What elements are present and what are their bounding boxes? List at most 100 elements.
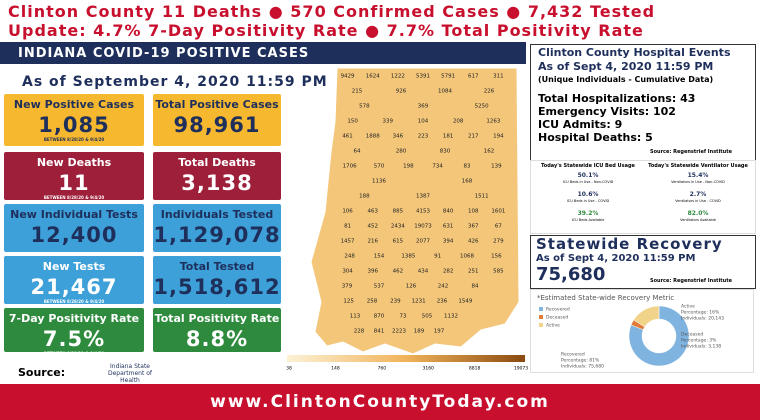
county-count: 840 (443, 209, 454, 215)
county-count: 304 (342, 269, 353, 275)
stat-label: Total Positive Cases (155, 98, 279, 111)
footer-bar (0, 384, 760, 420)
legend-swatch (539, 315, 543, 319)
county-count: 125 (343, 299, 354, 305)
county-count: 841 (374, 329, 385, 335)
county-count: 1263 (486, 119, 500, 125)
county-count: 236 (437, 299, 448, 305)
segment-individuals: Individuals: 75,680 (561, 364, 604, 370)
county-count: 379 (342, 284, 353, 290)
legend-label: 38 (286, 366, 292, 372)
dashboard-value: 10.6% (577, 191, 599, 198)
donut-segment (628, 305, 690, 367)
county-count: 258 (367, 299, 378, 305)
dashboard-label: Ventilators in Use - Non-COVID (671, 180, 725, 184)
stat-box: Individuals Tested 1,129,078 (153, 204, 281, 252)
county-count: 4153 (416, 209, 430, 215)
county-count: 226 (484, 89, 495, 95)
county-count: 181 (443, 134, 454, 140)
county-count: 434 (418, 269, 429, 275)
legend-label: Active (546, 323, 560, 329)
recovery-credit: Source: Regenstrief Institute (650, 278, 733, 284)
stat-label: 7-Day Positivity Rate (8, 312, 140, 325)
county-count: 1624 (366, 74, 380, 80)
county-count: 156 (491, 254, 502, 260)
dashboard-label: Ventilators Available (680, 218, 716, 222)
county-count: 396 (367, 269, 378, 275)
stat-value: 1,085 (38, 113, 110, 137)
hospital-credit: Source: Regenstrief Institute (650, 149, 733, 155)
county-count: 311 (493, 74, 504, 80)
county-count: 197 (434, 329, 445, 335)
stat-value: 21,467 (30, 275, 118, 299)
county-count: 208 (453, 119, 464, 125)
county-count: 1706 (343, 164, 357, 170)
hospital-subtitle: (Unique Individuals - Cumulative Data) (538, 75, 714, 84)
stat-box: New Deaths 11 BETWEEN 8/28/20 & 9/4/20 (4, 152, 144, 200)
legend-label: Recovered (546, 307, 570, 313)
segment-name: Recovered (561, 352, 585, 358)
county-count: 216 (367, 239, 378, 245)
county-count: 189 (414, 329, 425, 335)
recovery-metric: *Estimated State-wide Recovery Metric Re… (530, 289, 754, 373)
stat-note: BETWEEN 8/28/20 & 9/4/20 (43, 195, 105, 200)
county-count: 1068 (460, 254, 474, 260)
county-count: 5791 (441, 74, 455, 80)
legend-label: 148 (331, 366, 340, 372)
hospital-line: Total Hospitalizations: 43 (538, 92, 696, 105)
hospital-line: Hospital Deaths: 5 (538, 131, 653, 144)
county-count: 1136 (372, 179, 386, 185)
county-map: 9429 1624 1222 5391 5791 617 311 215 926 1084 226 5… (286, 67, 528, 372)
state-shape (310, 67, 520, 355)
county-count: 248 (344, 254, 355, 260)
stat-value: 8.8% (185, 327, 249, 351)
county-count: 1457 (341, 239, 355, 245)
stat-box: 7-Day Positivity Rate 7.5% BETWEEN 8/28/20… (4, 308, 144, 356)
county-count: 461 (342, 134, 353, 140)
recovery-panel (530, 235, 756, 289)
county-count: 1549 (458, 299, 472, 305)
county-count: 5250 (475, 104, 489, 110)
county-count: 67 (495, 224, 502, 230)
county-count: 346 (393, 134, 404, 140)
county-count: 9429 (341, 74, 355, 80)
county-count: 188 (359, 194, 370, 200)
county-count: 452 (367, 224, 378, 230)
segment-percent: Percentage: 16% (681, 310, 720, 316)
county-count: 64 (354, 149, 361, 155)
header-line: Clinton County 11 Deaths ● 570 Confirmed… (8, 2, 656, 21)
hospital-line: ICU Admits: 9 (538, 118, 623, 131)
county-count: 505 (422, 314, 433, 320)
county-count: 19073 (414, 224, 432, 230)
county-count: 223 (418, 134, 429, 140)
county-count: 251 (468, 269, 479, 275)
stat-box: New Tests 21,467 BETWEEN 8/28/20 & 9/4/20 (4, 256, 144, 304)
county-count: 1888 (366, 134, 380, 140)
recovery-as-of: As of Sept 4, 2020 11:59 PM (536, 253, 696, 264)
county-count: 1601 (491, 209, 505, 215)
segment-individuals: Individuals: 3,138 (681, 344, 721, 350)
legend-label: 760 (378, 366, 387, 372)
county-count: 537 (374, 284, 385, 290)
county-count: 1385 (401, 254, 415, 260)
stat-value: 3,138 (181, 171, 253, 195)
county-count: 885 (393, 209, 404, 215)
as-of: As of September 4, 2020 11:59 PM (22, 74, 328, 90)
county-count: 631 (443, 224, 454, 230)
stat-note: BETWEEN 8/28/20 & 9/4/20 (43, 137, 105, 142)
county-count: 113 (350, 314, 361, 320)
stat-label: Total Deaths (178, 156, 256, 169)
county-count: 108 (468, 209, 479, 215)
dashboard-value: 2.7% (689, 191, 707, 198)
county-count: 870 (374, 314, 385, 320)
dashboard-value: 39.2% (577, 210, 599, 217)
county-count: 1511 (475, 194, 489, 200)
stat-value: 98,961 (173, 113, 261, 137)
footer-url[interactable]: www.ClintonCountyToday.com (210, 392, 550, 412)
county-count: 570 (374, 164, 385, 170)
stat-value: 11 (58, 171, 90, 195)
county-count: 168 (462, 179, 473, 185)
county-count: 242 (438, 284, 449, 290)
stat-label: New Deaths (36, 156, 112, 169)
legend-swatch (539, 323, 543, 327)
